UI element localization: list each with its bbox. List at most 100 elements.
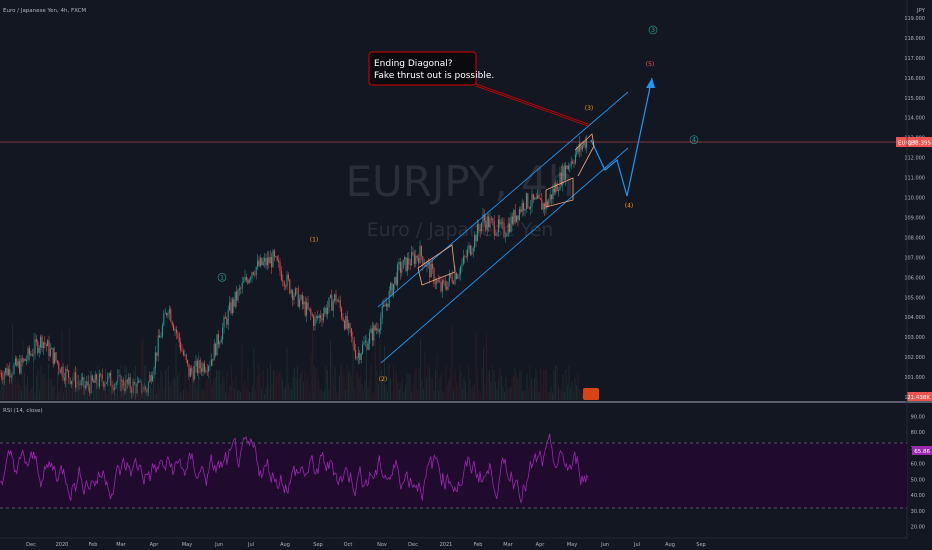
volume-bar	[568, 365, 570, 400]
candle-body	[231, 299, 233, 314]
candle-body	[251, 272, 253, 278]
volume-bar	[435, 369, 436, 400]
volume-bar	[529, 364, 531, 400]
volume-bar	[469, 378, 471, 400]
candle-body	[30, 353, 32, 355]
volume-bar	[42, 374, 43, 400]
events-marker[interactable]	[583, 388, 599, 400]
candle-body	[222, 327, 224, 340]
candle-body	[401, 268, 403, 273]
price-tick-label: 101.000	[904, 375, 925, 381]
volume-bar	[328, 389, 330, 400]
volume-bar	[316, 367, 318, 400]
candle-body	[507, 223, 509, 235]
candle-body	[416, 255, 418, 258]
volume-bar	[115, 393, 117, 400]
volume-bar	[114, 391, 115, 400]
volume-bar	[387, 392, 388, 400]
candle-body	[391, 283, 393, 296]
callout-leader-1	[475, 83, 589, 125]
volume-bar	[367, 387, 369, 400]
volume-bar	[295, 377, 297, 400]
candle-body	[66, 368, 68, 371]
volume-bar	[351, 375, 352, 400]
candle-body	[496, 232, 498, 235]
volume-bar	[330, 340, 331, 400]
candle-body	[167, 313, 169, 316]
volume-bar	[336, 393, 337, 400]
candle-body	[362, 344, 364, 354]
candle-body	[45, 344, 47, 347]
volume-bar	[12, 324, 13, 400]
volume-bar	[463, 376, 465, 400]
candle-body	[28, 348, 30, 355]
candle-body	[492, 218, 494, 221]
price-tick-label: 106.000	[904, 275, 925, 281]
candle-body	[161, 325, 163, 337]
volume-bar	[84, 374, 85, 400]
volume-bar	[375, 338, 376, 400]
price-tick-label: 118.000	[904, 36, 925, 42]
volume-bar	[394, 372, 396, 400]
volume-bar	[163, 388, 165, 400]
candle-body	[292, 290, 294, 300]
volume-bar	[277, 370, 279, 400]
rsi-pane[interactable]: RSI (14, close) 90.0080.0070.0060.0050.0…	[0, 408, 932, 531]
candle-body	[55, 352, 57, 361]
candle-body	[75, 372, 77, 388]
volume-bar	[562, 374, 564, 400]
candle-body	[405, 257, 407, 272]
candle-body	[126, 379, 128, 384]
time-tick-label: Sep	[313, 542, 322, 548]
candle-body	[455, 272, 457, 279]
volume-bar	[133, 370, 135, 400]
price-pane[interactable]: Euro / Japanese Yen, 4h, FXCM JPY EURJPY…	[0, 8, 932, 401]
volume-bar	[381, 369, 382, 400]
candle-body	[268, 257, 270, 264]
candle-body	[341, 308, 343, 318]
candle-body	[219, 342, 221, 345]
candle-body	[285, 286, 287, 287]
volume-bar	[523, 391, 525, 400]
volume-bar	[451, 324, 453, 400]
candle-body	[290, 290, 292, 294]
volume-bar	[78, 378, 79, 400]
candle-body	[2, 377, 4, 380]
volume-bar	[148, 371, 150, 400]
candle-body	[10, 375, 12, 378]
candle-body	[9, 368, 11, 378]
volume-bar	[255, 390, 256, 400]
candle-body	[16, 358, 18, 366]
volume-bar	[112, 379, 114, 400]
volume-bar	[333, 382, 334, 400]
candle-body	[458, 274, 460, 276]
candle-body	[139, 380, 141, 382]
volume-bar	[150, 384, 151, 400]
volume-bar	[175, 343, 177, 400]
volume-bar	[496, 388, 498, 400]
volume-bar	[268, 385, 270, 400]
volume-bar	[13, 376, 15, 400]
candle-body	[115, 382, 117, 385]
candle-body	[273, 250, 275, 257]
wave-label: (2)	[379, 376, 388, 383]
candle-body	[532, 194, 534, 200]
volume-bar	[270, 364, 271, 400]
candle-body	[233, 299, 235, 307]
candle-body	[62, 366, 64, 379]
candle-body	[423, 265, 425, 266]
volume-bar	[318, 378, 319, 400]
candle-body	[342, 317, 344, 321]
candle-body	[482, 214, 484, 223]
wedge-3	[574, 133, 595, 177]
volume-bar	[118, 377, 120, 400]
candle-body	[349, 323, 351, 329]
volume-bar	[109, 376, 111, 400]
candle-body	[51, 348, 53, 350]
price-tick-label: 112.000	[904, 156, 925, 162]
volume-bar	[331, 352, 333, 400]
callout-box[interactable]	[368, 51, 477, 86]
volume-bar	[198, 351, 199, 400]
volume-bar	[384, 345, 385, 400]
